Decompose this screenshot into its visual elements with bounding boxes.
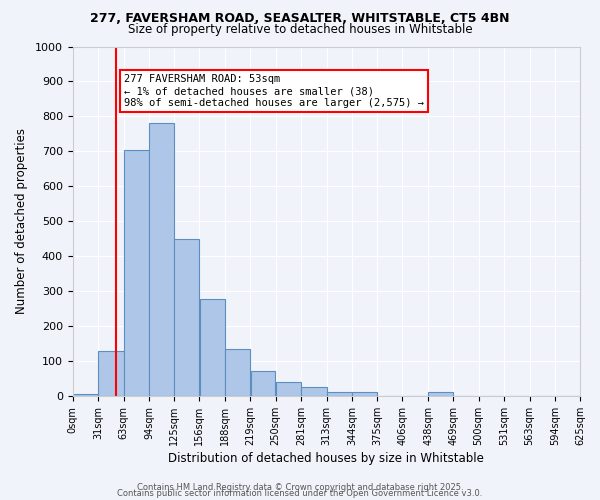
- Bar: [352, 392, 377, 396]
- Bar: [251, 372, 275, 396]
- Bar: [175, 238, 199, 396]
- Bar: [428, 392, 453, 396]
- Bar: [149, 124, 174, 396]
- Bar: [73, 394, 98, 396]
- Text: Contains HM Land Registry data © Crown copyright and database right 2025.: Contains HM Land Registry data © Crown c…: [137, 484, 463, 492]
- Bar: [124, 150, 149, 396]
- Text: 277, FAVERSHAM ROAD, SEASALTER, WHITSTABLE, CT5 4BN: 277, FAVERSHAM ROAD, SEASALTER, WHITSTAB…: [90, 12, 510, 26]
- Bar: [226, 350, 250, 396]
- Text: Size of property relative to detached houses in Whitstable: Size of property relative to detached ho…: [128, 22, 472, 36]
- Bar: [301, 387, 326, 396]
- Y-axis label: Number of detached properties: Number of detached properties: [15, 128, 28, 314]
- Bar: [327, 392, 352, 396]
- Text: 277 FAVERSHAM ROAD: 53sqm
← 1% of detached houses are smaller (38)
98% of semi-d: 277 FAVERSHAM ROAD: 53sqm ← 1% of detach…: [124, 74, 424, 108]
- X-axis label: Distribution of detached houses by size in Whitstable: Distribution of detached houses by size …: [169, 452, 484, 465]
- Bar: [199, 299, 225, 396]
- Text: Contains public sector information licensed under the Open Government Licence v3: Contains public sector information licen…: [118, 490, 482, 498]
- Bar: [276, 382, 301, 396]
- Bar: [98, 350, 124, 396]
